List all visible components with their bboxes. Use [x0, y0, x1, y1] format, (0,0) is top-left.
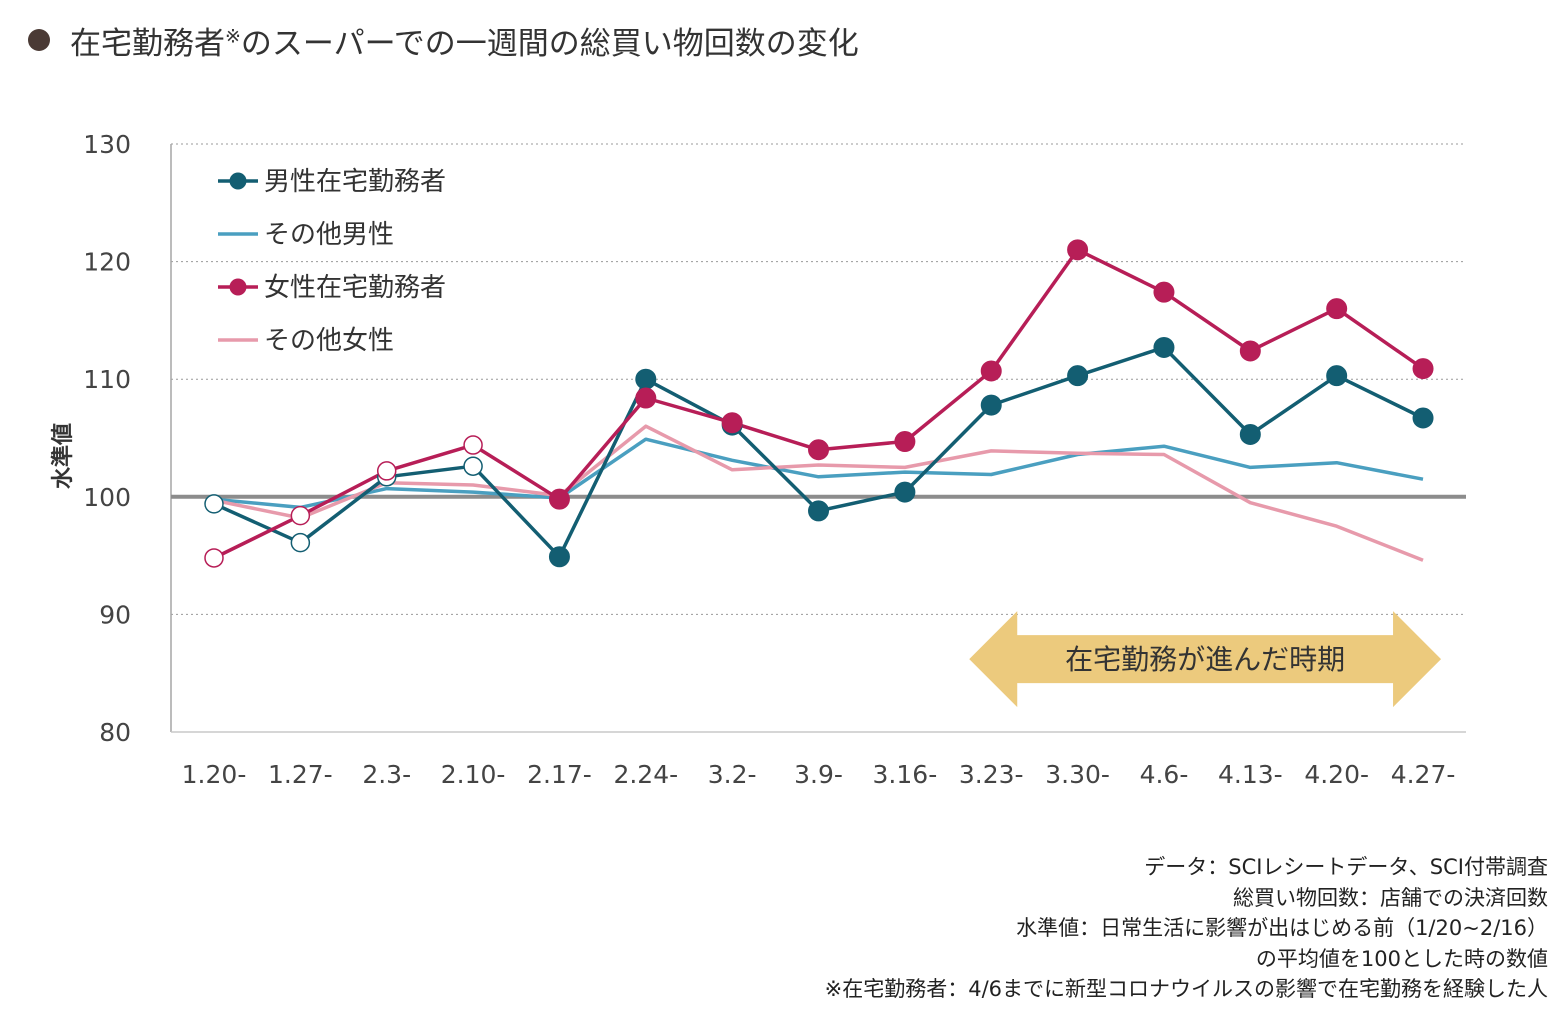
source-notes: データ：SCIレシートデータ、SCI付帯調査 総買い物回数：店舗での決済回数 水… — [825, 852, 1548, 1005]
y-tick-label-120: 120 — [83, 248, 131, 277]
y-axis-label: 水準値 — [50, 423, 76, 489]
legend-label-female_wfh: 女性在宅勤務者 — [264, 273, 446, 303]
period-annotation: 在宅勤務が進んだ時期 — [969, 611, 1442, 708]
legend-label-male_wfh: 男性在宅勤務者 — [264, 167, 446, 197]
x-tick-label-13: 4.20- — [1304, 760, 1369, 789]
x-tick-label-8: 3.16- — [873, 760, 938, 789]
x-tick-label-14: 4.27- — [1391, 760, 1456, 789]
y-tick-label-110: 110 — [83, 365, 131, 394]
point-male_wfh-1 — [290, 532, 311, 553]
legend-item-other_female: その他女性 — [218, 326, 394, 356]
point-female_wfh-0 — [204, 548, 224, 568]
title-main: 在宅勤務者 — [70, 25, 225, 62]
axes — [170, 144, 1466, 733]
point-female_wfh-13 — [1326, 298, 1348, 320]
legend-item-other_male: その他男性 — [218, 220, 394, 250]
title-note-mark: ※ — [225, 25, 241, 48]
note-line-purchase-count: 総買い物回数：店舗での決済回数 — [1233, 885, 1548, 910]
point-female_wfh-2 — [376, 461, 397, 481]
point-male_wfh-14 — [1412, 407, 1434, 429]
y-tick-label-130: 130 — [83, 130, 131, 159]
series-line-other_female — [213, 424, 1424, 562]
point-female_wfh-5 — [635, 387, 657, 409]
point-male_wfh-5 — [635, 368, 657, 390]
x-tick-label-5: 2.24- — [613, 760, 678, 789]
point-female_wfh-6 — [721, 412, 743, 434]
note-line-data-source: データ：SCIレシートデータ、SCI付帯調査 — [1144, 855, 1548, 879]
legend-label-other_female: その他女性 — [264, 326, 394, 356]
x-tick-label-1: 1.27- — [268, 760, 333, 789]
point-male_wfh-11 — [1153, 336, 1175, 358]
x-tick-label-11: 4.6- — [1140, 760, 1189, 789]
chart-title-text: 在宅勤務者※のスーパーでの一週間の総買い物回数の変化 — [70, 18, 859, 63]
point-female_wfh-11 — [1153, 281, 1175, 303]
x-tick-label-10: 3.30- — [1045, 760, 1110, 789]
point-male_wfh-8 — [894, 481, 916, 503]
point-female_wfh-4 — [548, 488, 570, 510]
grid-lines — [171, 143, 1466, 615]
chart-title: 在宅勤務者※のスーパーでの一週間の総買い物回数の変化 — [28, 18, 859, 62]
point-male_wfh-0 — [204, 494, 224, 514]
legend-item-female_wfh: 女性在宅勤務者 — [218, 273, 446, 303]
note-line-index-definition: 水準値：日常生活に影響が出はじめる前（1/20~2/16） — [1016, 916, 1548, 940]
note-line-index-definition-cont: の平均値を100とした時の数値 — [1255, 946, 1548, 971]
point-male_wfh-3 — [463, 456, 483, 476]
legend-marker-male_wfh — [229, 172, 247, 190]
point-male_wfh-10 — [1067, 365, 1089, 387]
x-tick-label-6: 3.2- — [708, 760, 757, 789]
title-rest: のスーパーでの一週間の総買い物回数の変化 — [240, 25, 859, 62]
tick-labels: 80 90 100 110 120 130 水準値 1.20- 1.27- 2.3- 2.10- 2.… — [50, 130, 1455, 789]
point-male_wfh-13 — [1326, 365, 1348, 387]
series-markers — [204, 239, 1434, 568]
point-female_wfh-1 — [290, 505, 311, 526]
point-female_wfh-14 — [1412, 358, 1434, 380]
x-tick-label-0: 1.20- — [182, 760, 247, 789]
x-tick-label-7: 3.9- — [794, 760, 843, 789]
x-tick-label-12: 4.13- — [1218, 760, 1283, 789]
point-male_wfh-7 — [808, 500, 830, 522]
legend-marker-female_wfh — [229, 278, 247, 296]
note-line-wfh-definition: ※在宅勤務者：4/6までに新型コロナウイルスの影響で在宅勤務を経験した人 — [824, 977, 1548, 1001]
y-tick-label-100: 100 — [83, 483, 131, 512]
legend-label-other_male: その他男性 — [264, 220, 394, 250]
point-female_wfh-8 — [894, 431, 916, 453]
x-tick-label-9: 3.23- — [959, 760, 1024, 789]
point-female_wfh-12 — [1239, 340, 1261, 362]
x-tick-label-3: 2.10- — [441, 760, 506, 789]
point-male_wfh-12 — [1239, 423, 1261, 445]
y-tick-label-80: 80 — [99, 718, 131, 747]
x-tick-label-4: 2.17- — [527, 760, 592, 789]
point-male_wfh-9 — [980, 394, 1002, 416]
point-female_wfh-3 — [463, 435, 483, 455]
point-female_wfh-10 — [1067, 239, 1089, 261]
title-bullet-icon — [28, 29, 50, 51]
period-double-arrow — [969, 611, 1442, 708]
legend-item-male_wfh: 男性在宅勤務者 — [218, 167, 446, 197]
point-female_wfh-7 — [808, 439, 830, 461]
x-tick-label-2: 2.3- — [362, 760, 411, 789]
point-male_wfh-4 — [548, 546, 570, 568]
y-tick-label-90: 90 — [99, 600, 131, 629]
point-female_wfh-9 — [980, 360, 1002, 382]
series-line-other_male — [213, 437, 1424, 510]
period-annotation-label: 在宅勤務が進んだ時期 — [1065, 643, 1345, 676]
